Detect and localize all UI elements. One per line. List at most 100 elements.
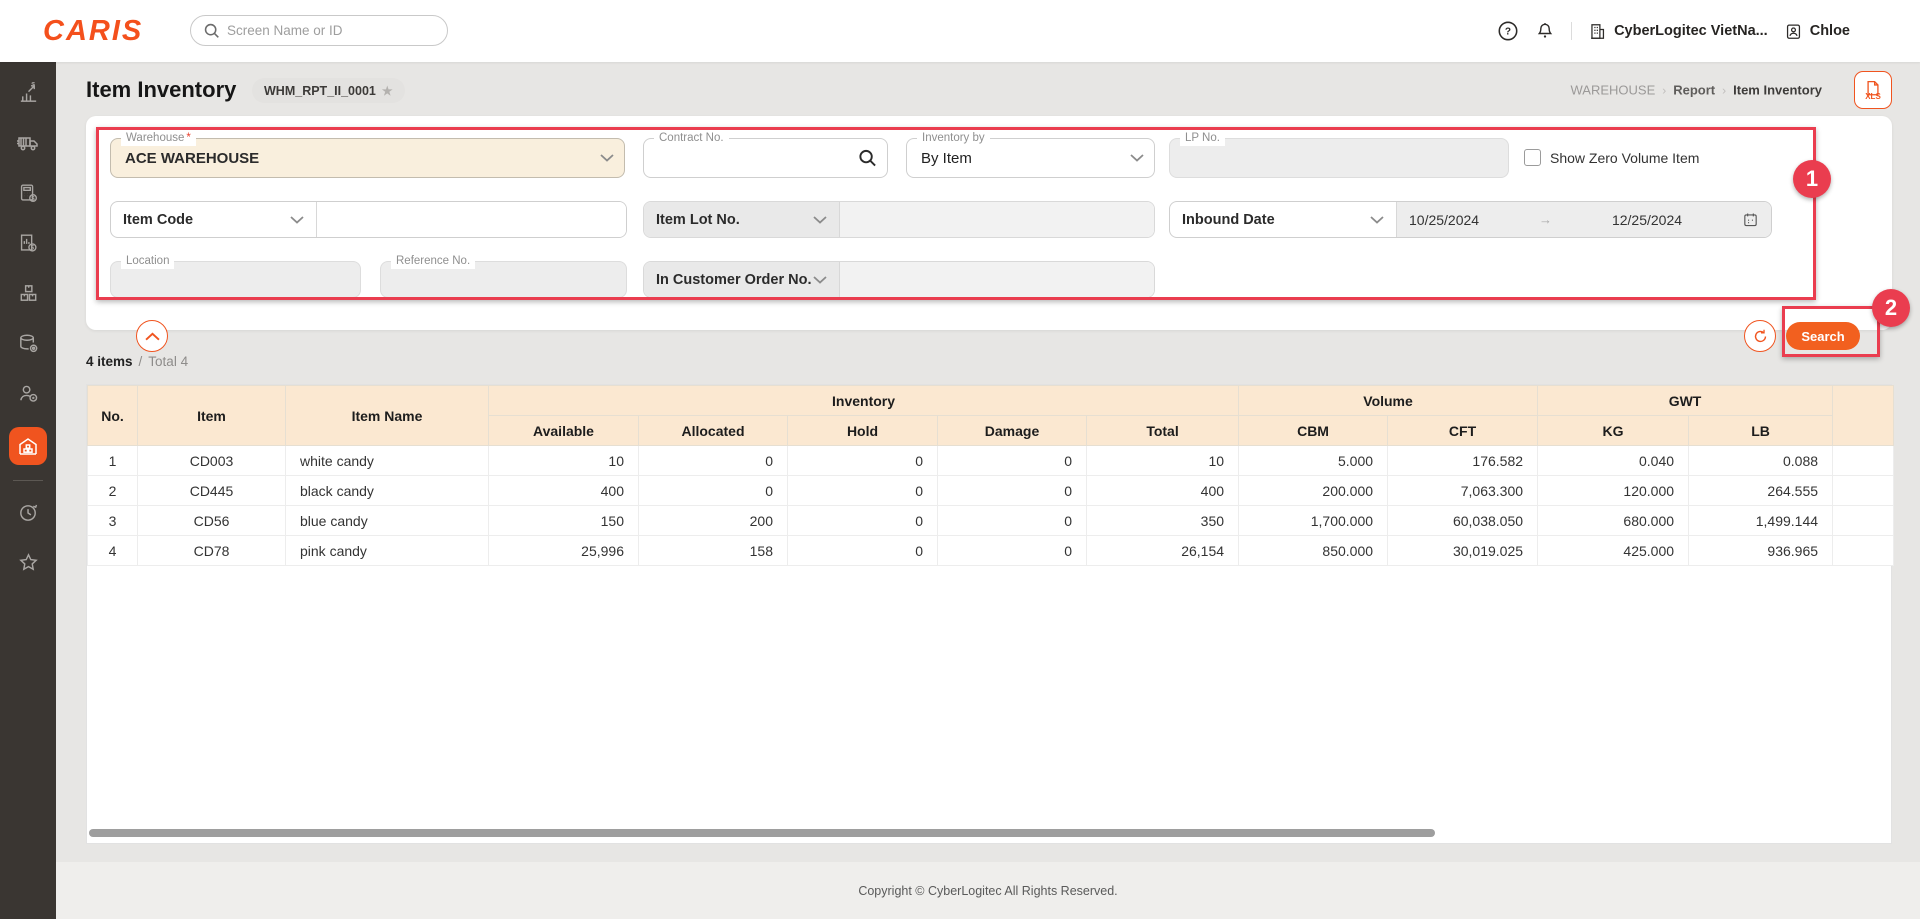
sidebar-item-history[interactable] bbox=[6, 487, 50, 537]
count-separator: / bbox=[139, 354, 143, 369]
column-header-allocated[interactable]: Allocated bbox=[639, 416, 788, 446]
table-cell-hold: 0 bbox=[788, 506, 938, 536]
column-header-kg[interactable]: KG bbox=[1538, 416, 1689, 446]
contract-search-icon[interactable] bbox=[858, 149, 877, 168]
table-cell-extra bbox=[1833, 476, 1894, 506]
svg-text:?: ? bbox=[1505, 27, 1511, 38]
table-cell-kg: 120.000 bbox=[1538, 476, 1689, 506]
refresh-icon bbox=[1752, 328, 1769, 345]
column-header-available[interactable]: Available bbox=[489, 416, 639, 446]
in-customer-order-input bbox=[840, 262, 1154, 297]
help-icon[interactable]: ? bbox=[1497, 20, 1519, 42]
table-cell-kg: 0.040 bbox=[1538, 446, 1689, 476]
favorite-star-icon[interactable]: ★ bbox=[382, 84, 393, 98]
date-from[interactable]: 10/25/2024 bbox=[1409, 212, 1479, 228]
truck-icon bbox=[16, 131, 40, 155]
column-header-cbm[interactable]: CBM bbox=[1239, 416, 1388, 446]
table-cell-kg: 680.000 bbox=[1538, 506, 1689, 536]
app-logo[interactable]: CARIS bbox=[43, 15, 143, 48]
sidebar-item-data-management[interactable] bbox=[6, 318, 50, 368]
sidebar-item-finance-report[interactable]: $ bbox=[6, 218, 50, 268]
item-code-input[interactable] bbox=[317, 202, 626, 237]
column-header-hold[interactable]: Hold bbox=[788, 416, 938, 446]
inventory-by-select[interactable]: Inventory by By Item bbox=[906, 138, 1155, 178]
breadcrumb-warehouse[interactable]: WAREHOUSE bbox=[1571, 83, 1656, 98]
table-cell-cbm: 850.000 bbox=[1239, 536, 1388, 566]
chevron-down-icon bbox=[1130, 154, 1144, 162]
company-switcher[interactable]: CyberLogitec VietNa... bbox=[1588, 22, 1768, 41]
show-zero-volume-checkbox[interactable]: Show Zero Volume Item bbox=[1524, 149, 1699, 166]
table-cell-no: 4 bbox=[88, 536, 138, 566]
table-cell-hold: 0 bbox=[788, 476, 938, 506]
table-row[interactable]: 4CD78pink candy25,9961580026,154850.0003… bbox=[88, 536, 1894, 566]
location-label: Location bbox=[121, 254, 174, 269]
notifications-bell-icon[interactable] bbox=[1535, 20, 1555, 42]
building-icon bbox=[1588, 22, 1607, 41]
column-header-lb[interactable]: LB bbox=[1689, 416, 1833, 446]
item-lot-combo: Item Lot No. bbox=[643, 201, 1155, 238]
sidebar-item-favorites[interactable] bbox=[6, 537, 50, 587]
star-icon bbox=[17, 551, 40, 574]
column-header-damage[interactable]: Damage bbox=[938, 416, 1087, 446]
column-header-item[interactable]: Item bbox=[138, 386, 286, 446]
table-row[interactable]: 3CD56blue candy150200003501,700.00060,03… bbox=[88, 506, 1894, 536]
column-header-no[interactable]: No. bbox=[88, 386, 138, 446]
calendar-icon[interactable] bbox=[1742, 211, 1759, 228]
date-range[interactable]: 10/25/2024 → 12/25/2024 bbox=[1397, 202, 1771, 237]
table-cell-no: 3 bbox=[88, 506, 138, 536]
global-search-input[interactable] bbox=[227, 23, 435, 38]
sidebar-item-billing[interactable]: $ bbox=[6, 168, 50, 218]
sidebar-item-transport[interactable] bbox=[6, 118, 50, 168]
in-customer-order-dropdown[interactable]: In Customer Order No. bbox=[644, 262, 840, 297]
contract-no-field[interactable]: Contract No. bbox=[643, 138, 888, 178]
sidebar-item-user-management[interactable] bbox=[6, 368, 50, 418]
item-lot-label: Item Lot No. bbox=[656, 212, 740, 228]
table-cell-allocated: 0 bbox=[639, 476, 788, 506]
warehouse-icon bbox=[16, 434, 40, 458]
column-header-item-name[interactable]: Item Name bbox=[286, 386, 489, 446]
collapse-filters-button[interactable] bbox=[136, 320, 168, 352]
search-icon bbox=[203, 22, 220, 39]
global-search[interactable] bbox=[190, 15, 448, 46]
sidebar-item-packages[interactable] bbox=[6, 268, 50, 318]
reset-button[interactable] bbox=[1744, 320, 1776, 352]
table-cell-total: 10 bbox=[1087, 446, 1239, 476]
sales-chart-icon: $ bbox=[17, 82, 40, 105]
inventory-table: No. Item Item Name Inventory Volume GWT … bbox=[87, 385, 1894, 566]
table-row[interactable]: 1CD003white candy10000105.000176.5820.04… bbox=[88, 446, 1894, 476]
item-lot-dropdown[interactable]: Item Lot No. bbox=[644, 202, 840, 237]
warehouse-label: Warehouse bbox=[126, 132, 184, 144]
warehouse-select[interactable]: Warehouse* ACE WAREHOUSE bbox=[110, 138, 625, 178]
group-header-gwt: GWT bbox=[1538, 386, 1833, 416]
date-to[interactable]: 12/25/2024 bbox=[1612, 212, 1682, 228]
breadcrumb-report[interactable]: Report bbox=[1673, 83, 1715, 98]
table-cell-damage: 0 bbox=[938, 506, 1087, 536]
column-header-total[interactable]: Total bbox=[1087, 416, 1239, 446]
column-header-cft[interactable]: CFT bbox=[1388, 416, 1538, 446]
copyright-text: Copyright © CyberLogitec All Rights Rese… bbox=[858, 884, 1117, 898]
location-field: Location bbox=[110, 261, 361, 298]
inbound-date-combo: Inbound Date 10/25/2024 → 12/25/2024 bbox=[1169, 201, 1772, 238]
sidebar-item-sales[interactable]: $ bbox=[6, 68, 50, 118]
horizontal-scrollbar[interactable] bbox=[89, 829, 1435, 837]
in-customer-order-label: In Customer Order No. bbox=[656, 272, 812, 288]
item-code-dropdown[interactable]: Item Code bbox=[111, 202, 317, 237]
table-cell-item_name: blue candy bbox=[286, 506, 489, 536]
table-row[interactable]: 2CD445black candy400000400200.0007,063.3… bbox=[88, 476, 1894, 506]
in-customer-order-combo: In Customer Order No. bbox=[643, 261, 1155, 298]
annotation-step-1: 1 bbox=[1793, 160, 1831, 198]
table-cell-damage: 0 bbox=[938, 446, 1087, 476]
history-clock-icon bbox=[17, 501, 40, 524]
inbound-date-dropdown[interactable]: Inbound Date bbox=[1170, 202, 1397, 237]
table-cell-kg: 425.000 bbox=[1538, 536, 1689, 566]
export-xls-button[interactable]: XLS bbox=[1854, 71, 1892, 109]
page-header: Item Inventory WHM_RPT_II_0001 ★ WAREHOU… bbox=[86, 62, 1892, 118]
table-cell-extra bbox=[1833, 536, 1894, 566]
sidebar-item-warehouse[interactable] bbox=[6, 418, 50, 474]
user-menu[interactable]: Chloe bbox=[1784, 22, 1850, 41]
breadcrumb-item-inventory: Item Inventory bbox=[1733, 83, 1822, 98]
table-cell-available: 150 bbox=[489, 506, 639, 536]
search-button[interactable]: Search bbox=[1786, 322, 1860, 350]
table-cell-cft: 30,019.025 bbox=[1388, 536, 1538, 566]
checkbox-box-icon[interactable] bbox=[1524, 149, 1541, 166]
